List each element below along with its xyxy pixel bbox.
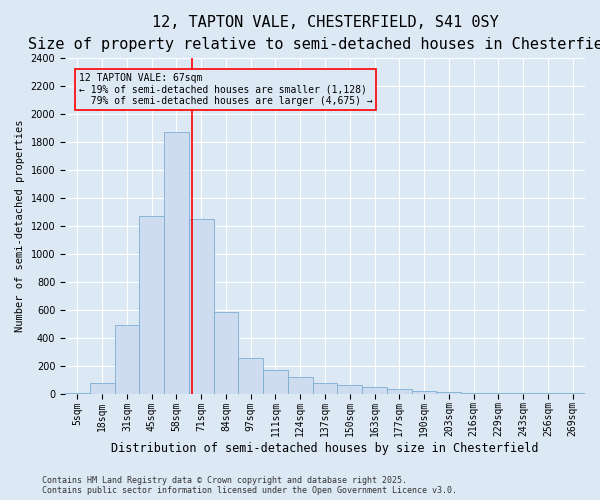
Bar <box>189 218 214 394</box>
Bar <box>90 383 115 394</box>
Y-axis label: Number of semi-detached properties: Number of semi-detached properties <box>15 120 25 332</box>
Bar <box>214 312 238 394</box>
Bar <box>288 378 313 394</box>
Title: 12, TAPTON VALE, CHESTERFIELD, S41 0SY
Size of property relative to semi-detache: 12, TAPTON VALE, CHESTERFIELD, S41 0SY S… <box>28 15 600 52</box>
Bar <box>362 388 387 394</box>
Text: Contains HM Land Registry data © Crown copyright and database right 2025.
Contai: Contains HM Land Registry data © Crown c… <box>42 476 457 495</box>
Bar <box>436 392 461 394</box>
Bar <box>412 391 436 394</box>
Bar <box>263 370 288 394</box>
X-axis label: Distribution of semi-detached houses by size in Chesterfield: Distribution of semi-detached houses by … <box>111 442 539 455</box>
Bar <box>461 393 486 394</box>
Text: 12 TAPTON VALE: 67sqm
← 19% of semi-detached houses are smaller (1,128)
  79% of: 12 TAPTON VALE: 67sqm ← 19% of semi-deta… <box>79 73 373 106</box>
Bar <box>337 385 362 394</box>
Bar <box>65 393 90 394</box>
Bar <box>313 383 337 394</box>
Bar <box>164 132 189 394</box>
Bar <box>115 325 139 394</box>
Bar <box>387 388 412 394</box>
Bar <box>238 358 263 394</box>
Bar <box>139 216 164 394</box>
